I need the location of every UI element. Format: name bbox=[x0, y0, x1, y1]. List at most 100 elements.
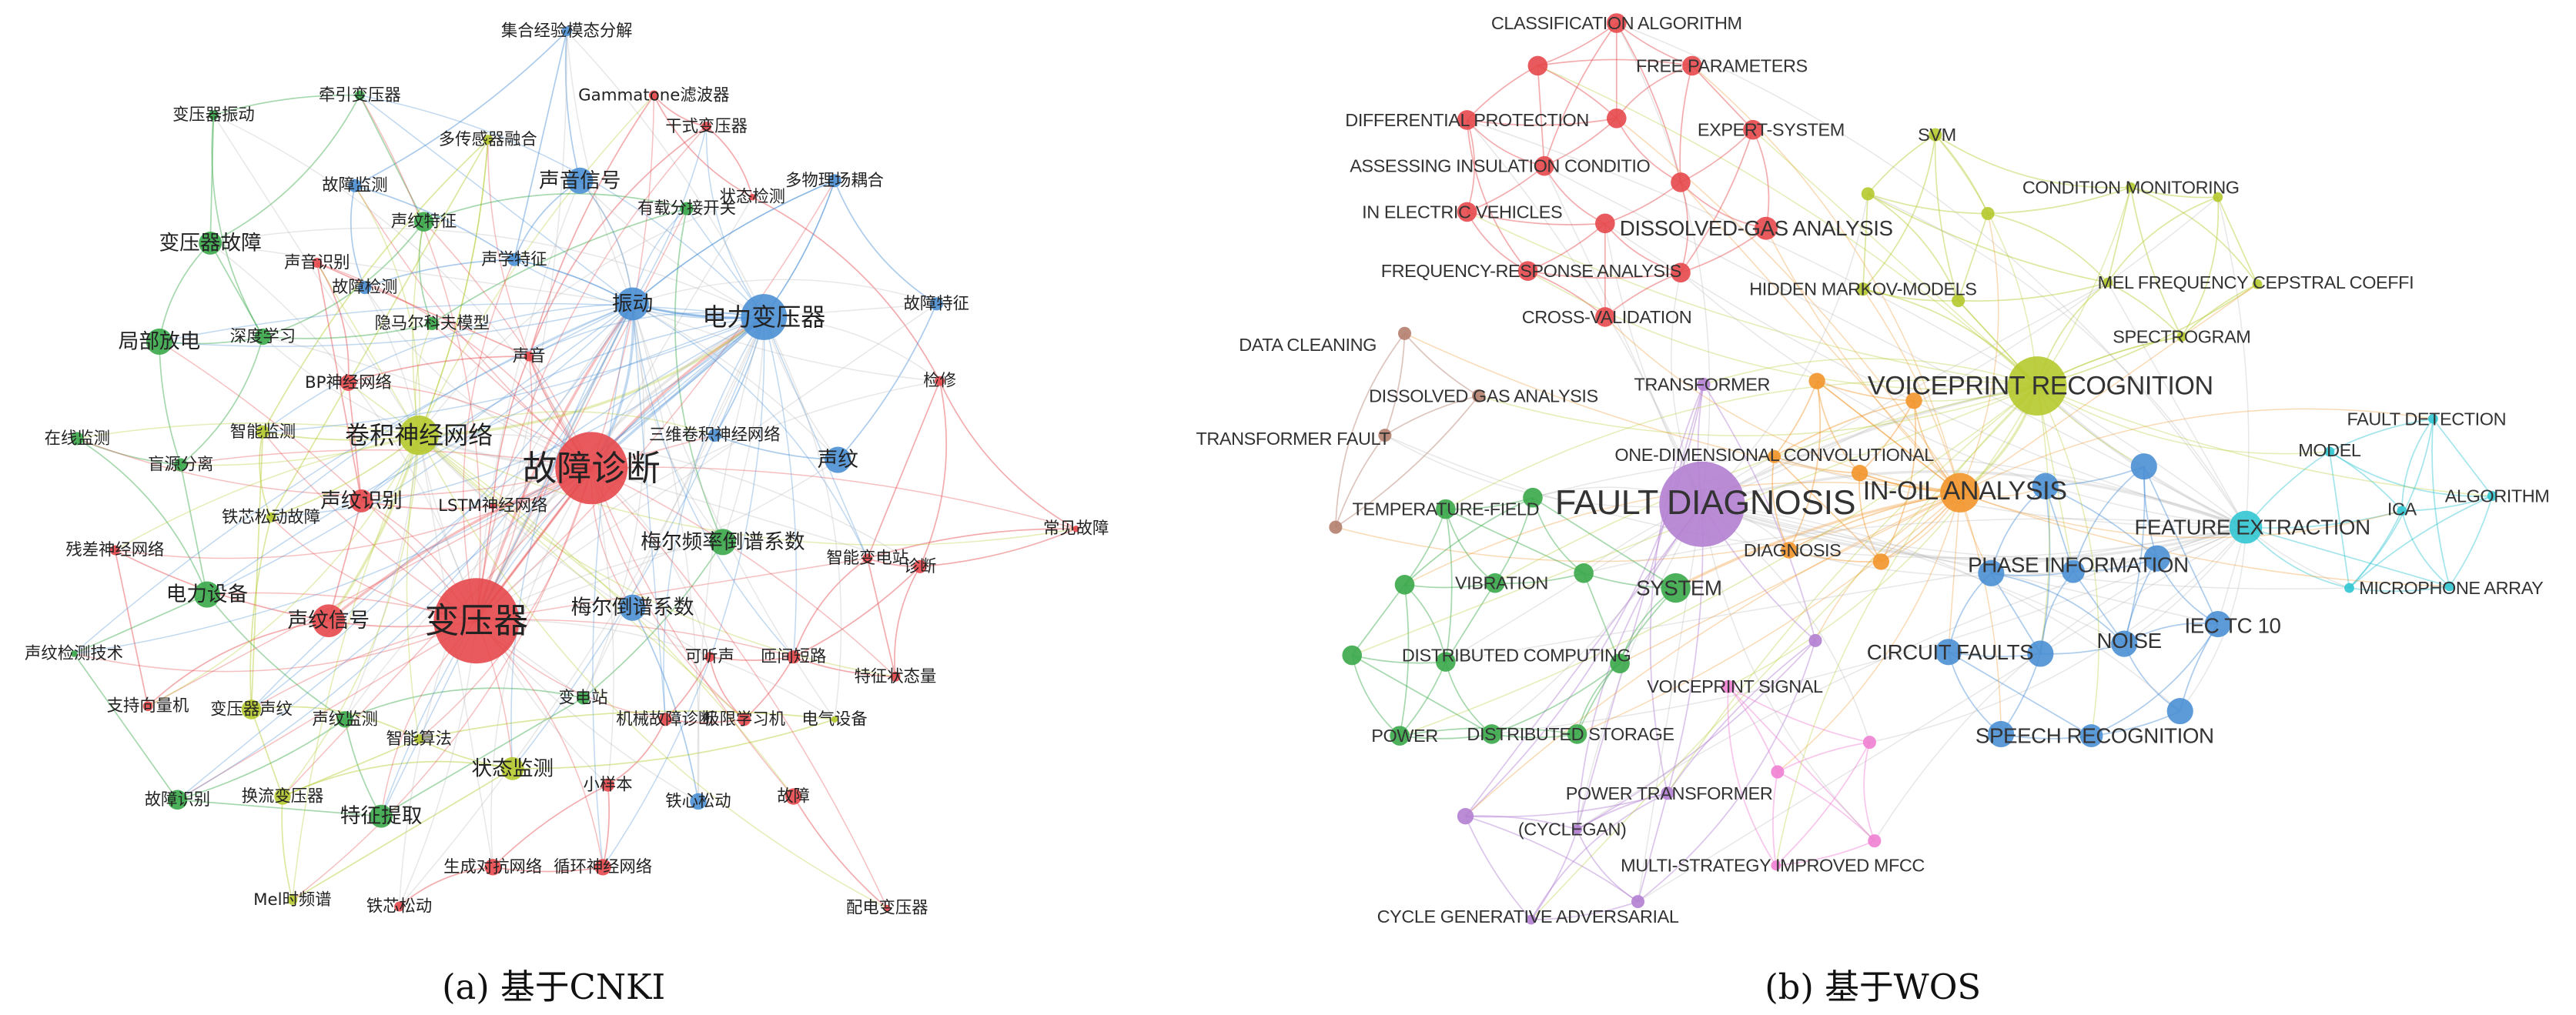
edge bbox=[270, 303, 633, 518]
edge bbox=[1616, 118, 1681, 183]
node-label: 状态监测 bbox=[471, 756, 554, 780]
edge bbox=[744, 656, 795, 720]
edge bbox=[1869, 526, 2246, 743]
edge bbox=[347, 382, 363, 502]
node bbox=[601, 778, 615, 792]
edge bbox=[1531, 793, 1668, 920]
node-label: 匝间短路 bbox=[761, 647, 826, 666]
node-label: SVM bbox=[1918, 125, 1956, 145]
node bbox=[1671, 262, 1691, 283]
node bbox=[680, 202, 694, 215]
edge bbox=[2036, 386, 2050, 654]
panel-cnki-network: 集合经验模态分解Gammatone滤波器牵引变压器变压器振动干式变压器多传感器融… bbox=[25, 22, 1109, 918]
node-label: DISSOLVED GAS ANALYSIS bbox=[1369, 386, 1598, 406]
edge bbox=[1777, 741, 1870, 773]
edge bbox=[354, 185, 515, 260]
node bbox=[1981, 206, 1995, 221]
node bbox=[142, 701, 153, 712]
edge bbox=[418, 434, 1076, 546]
edge bbox=[115, 434, 420, 551]
node-label: 电气设备 bbox=[801, 709, 867, 729]
edge bbox=[210, 242, 633, 305]
node-label: ONE-DIMENSIONAL CONVOLUTIONAL bbox=[1614, 445, 1934, 465]
edge bbox=[209, 242, 264, 337]
node bbox=[749, 193, 756, 201]
edge bbox=[1788, 492, 1960, 551]
node bbox=[1781, 542, 1798, 559]
edge bbox=[77, 438, 592, 496]
edge bbox=[590, 467, 795, 797]
node-label: 极限学习机 bbox=[703, 709, 785, 729]
edge bbox=[894, 566, 921, 677]
node bbox=[704, 652, 715, 663]
edge bbox=[418, 434, 795, 797]
edge bbox=[316, 262, 420, 436]
labels: CLASSIFICATION ALGORITHM FREE PARAMETERS D… bbox=[1196, 13, 2550, 927]
edge bbox=[632, 279, 937, 305]
panel-wos-network: CLASSIFICATION ALGORITHM FREE PARAMETERS D… bbox=[1196, 13, 2550, 927]
node bbox=[1472, 389, 1486, 402]
node bbox=[483, 135, 493, 145]
node bbox=[199, 232, 222, 255]
edge bbox=[579, 180, 764, 318]
edge bbox=[1491, 526, 2246, 735]
edge bbox=[1616, 65, 1693, 119]
node bbox=[935, 376, 945, 386]
edge bbox=[1638, 640, 1816, 903]
edge bbox=[709, 656, 745, 720]
node-label: 铁芯松动 bbox=[366, 897, 432, 917]
edge bbox=[1680, 129, 1754, 273]
node bbox=[2111, 630, 2138, 657]
edge bbox=[1680, 272, 2246, 528]
node-label: 牵引变压器 bbox=[319, 85, 401, 105]
edge bbox=[1959, 213, 1999, 493]
edge bbox=[262, 336, 420, 436]
node-label: 循环神经网络 bbox=[554, 857, 652, 876]
edge bbox=[259, 432, 272, 518]
node-label: 生成对抗网络 bbox=[443, 857, 542, 876]
node bbox=[2427, 413, 2438, 424]
edge bbox=[792, 796, 888, 909]
edge bbox=[2036, 386, 2099, 736]
edge bbox=[1649, 384, 1705, 793]
node bbox=[433, 578, 520, 664]
edge bbox=[487, 139, 592, 469]
edge bbox=[2036, 283, 2258, 387]
edge bbox=[73, 303, 633, 654]
edge bbox=[1467, 211, 2038, 387]
edge bbox=[705, 126, 764, 318]
edge bbox=[1703, 358, 2038, 387]
edge bbox=[492, 784, 608, 868]
edge bbox=[1464, 503, 1703, 817]
node-label: CLASSIFICATION ALGORITHM bbox=[1491, 13, 1742, 33]
node bbox=[1574, 563, 1594, 583]
node-label: 故障 bbox=[777, 787, 810, 806]
edge bbox=[602, 316, 765, 868]
node bbox=[1342, 645, 1363, 666]
node-label: 故障监测 bbox=[322, 176, 387, 195]
edge bbox=[1577, 792, 1668, 830]
edge bbox=[2073, 466, 2145, 572]
node bbox=[1595, 307, 1615, 327]
edge bbox=[1772, 771, 1778, 866]
edge bbox=[251, 706, 420, 740]
edge bbox=[1616, 22, 2246, 528]
edge bbox=[2130, 186, 2258, 285]
edge bbox=[270, 434, 420, 519]
edge bbox=[282, 760, 513, 797]
node bbox=[1856, 282, 1870, 296]
edge bbox=[344, 719, 382, 817]
node-label: 状态检测 bbox=[720, 188, 785, 207]
edge bbox=[210, 227, 764, 318]
node bbox=[209, 110, 219, 120]
edge bbox=[249, 517, 272, 710]
edge bbox=[476, 125, 708, 621]
edge bbox=[579, 180, 634, 304]
node bbox=[413, 212, 434, 232]
edge bbox=[177, 303, 634, 800]
edge bbox=[1445, 509, 1453, 663]
node bbox=[1755, 216, 1778, 240]
edge bbox=[1399, 385, 2038, 736]
edge bbox=[354, 185, 592, 469]
node bbox=[738, 713, 751, 726]
